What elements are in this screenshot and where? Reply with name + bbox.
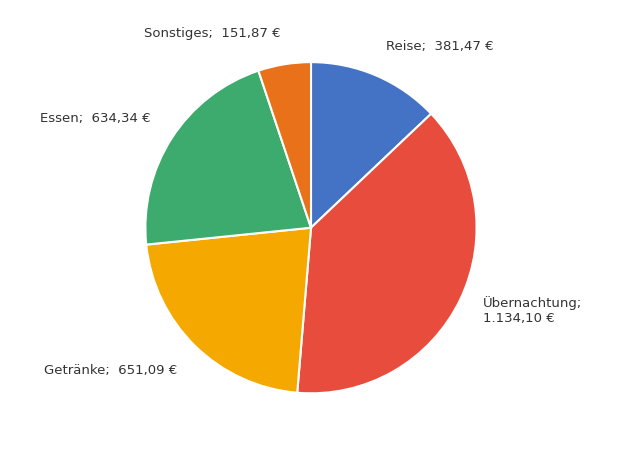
Wedge shape (146, 71, 311, 244)
Text: Getränke;  651,09 €: Getränke; 651,09 € (44, 363, 178, 377)
Text: Übernachtung;
1.134,10 €: Übernachtung; 1.134,10 € (483, 295, 582, 325)
Wedge shape (258, 62, 311, 228)
Wedge shape (311, 62, 431, 228)
Text: Reise;  381,47 €: Reise; 381,47 € (386, 40, 494, 53)
Wedge shape (146, 228, 311, 393)
Text: Essen;  634,34 €: Essen; 634,34 € (40, 111, 151, 125)
Text: Sonstiges;  151,87 €: Sonstiges; 151,87 € (144, 27, 281, 40)
Wedge shape (297, 114, 476, 393)
